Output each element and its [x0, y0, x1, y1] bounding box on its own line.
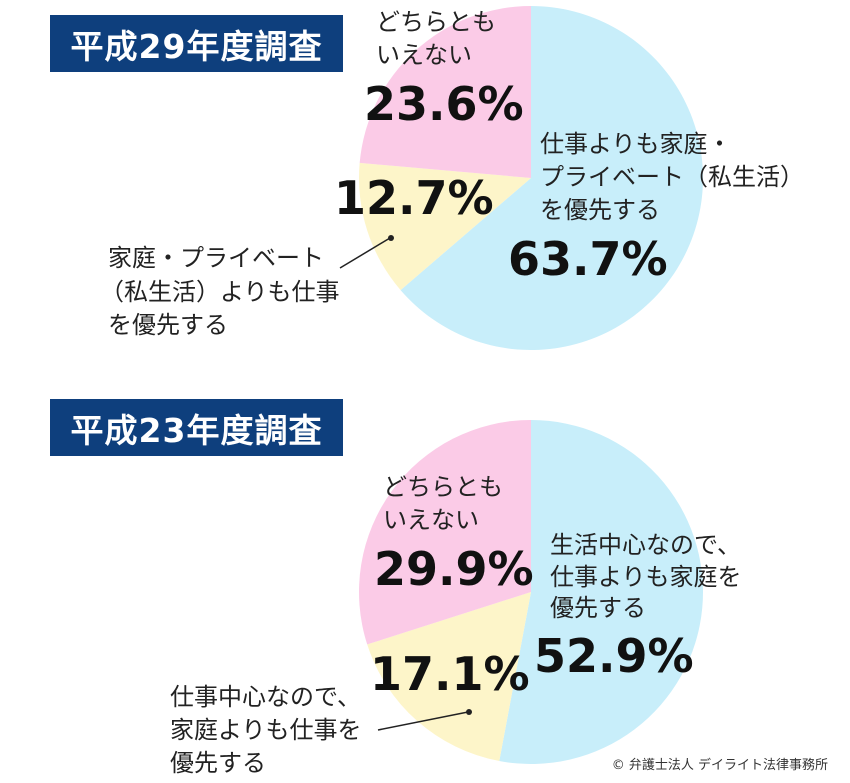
value-neutral-2017: 23.6% — [364, 77, 524, 131]
pie-2011 — [359, 419, 704, 764]
pie-slice-neutral — [359, 420, 531, 645]
pie-slice-work-priority — [359, 162, 531, 291]
label-work-2017-l2: （私生活）よりも仕事 — [100, 278, 340, 306]
label-family-2011-l2: 仕事よりも家庭を — [550, 563, 742, 591]
title-2011: 平成23年度調査 — [50, 399, 343, 456]
label-family-2017-l3: を優先する — [540, 196, 660, 224]
pie-slice-family-priority — [400, 6, 703, 350]
label-family-2017-l2: プライベート（私生活） — [540, 163, 804, 191]
value-family-2011: 52.9% — [534, 629, 694, 683]
leader-line-2017 — [339, 237, 391, 269]
label-neutral-2011-l1: どちらとも — [383, 473, 503, 501]
value-neutral-2011: 29.9% — [374, 542, 534, 596]
label-family-2011-l1: 生活中心なので、 — [550, 531, 741, 559]
label-family-2017-l1: 仕事よりも家庭・ — [540, 130, 732, 158]
leader-dot-2017 — [388, 235, 394, 241]
label-neutral-2011-l2: いえない — [383, 506, 479, 534]
value-work-2011: 17.1% — [370, 647, 530, 701]
leader-dot-2011 — [466, 709, 472, 715]
value-work-2017: 12.7% — [334, 171, 494, 225]
label-neutral-2017-l1: どちらとも — [376, 8, 496, 36]
label-family-2011-l3: 優先する — [550, 594, 646, 622]
leader-line-2011 — [377, 711, 469, 731]
label-neutral-2017-l2: いえない — [376, 41, 472, 69]
pie-slice-work-priority — [367, 592, 531, 762]
label-work-2011-l1: 仕事中心なので、 — [170, 683, 361, 711]
pie-slice-family-priority — [499, 419, 704, 764]
pie-2017 — [359, 6, 703, 350]
value-family-2017: 63.7% — [508, 232, 668, 286]
label-work-2011-l3: 優先する — [170, 749, 266, 777]
label-work-2017-l1: 家庭・プライベート — [108, 244, 324, 272]
label-work-2017-l3: を優先する — [108, 311, 228, 339]
label-work-2011-l2: 家庭よりも仕事を — [170, 716, 362, 744]
copyright-credit: © 弁護士法人 デイライト法律事務所 — [611, 758, 828, 773]
pie-slice-neutral — [359, 6, 531, 178]
title-2017: 平成29年度調査 — [50, 15, 343, 72]
